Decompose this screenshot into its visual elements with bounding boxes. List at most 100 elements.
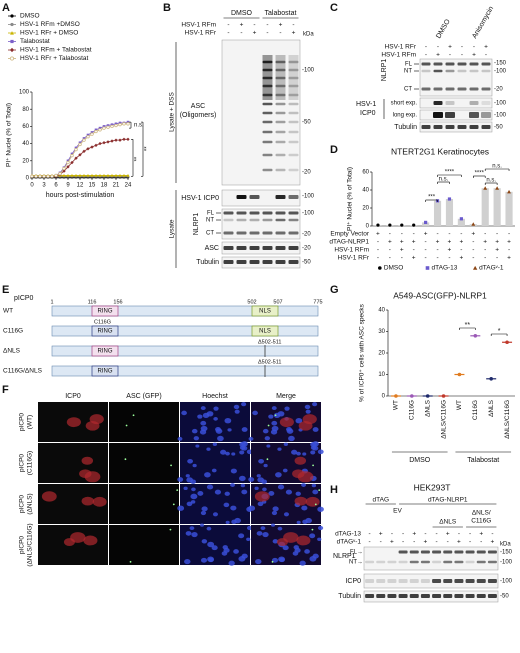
construct-label: WT (3, 308, 13, 315)
data-point (82, 173, 86, 177)
condition-mark: + (412, 239, 416, 246)
blot (221, 241, 301, 255)
data-point (66, 173, 70, 177)
nucleus (187, 458, 193, 464)
blot-band (457, 125, 467, 129)
bar-point (447, 197, 452, 201)
blot-band (432, 560, 442, 564)
blot-band (445, 125, 455, 129)
blot-band (223, 211, 234, 215)
condition-mark: - (469, 531, 471, 538)
data-point (74, 173, 78, 177)
band-label: NT (206, 218, 214, 224)
domain-label: NLS (259, 329, 271, 335)
kda-label: kDa (500, 542, 511, 548)
condition-mark: - (472, 247, 474, 254)
nls-domain (251, 325, 279, 337)
bar-point (471, 222, 476, 226)
blot-band (262, 111, 273, 115)
blot-band (262, 218, 273, 222)
kda-marker: -100 (494, 69, 507, 75)
bar (422, 222, 430, 226)
condition-mark: - (484, 247, 486, 254)
nucleus (261, 479, 268, 485)
data-point (66, 165, 70, 169)
blot-band (262, 140, 273, 144)
group-label: dTAGᵛ-1 (479, 265, 504, 272)
data-point (126, 122, 130, 126)
nucleus (282, 545, 289, 551)
condition-mark: - (389, 247, 391, 254)
condition-mark: - (436, 247, 438, 254)
x-tick-label: 0 (30, 183, 34, 189)
position-label: 116 (88, 299, 97, 305)
data-point (74, 146, 78, 150)
blot-band (262, 231, 273, 235)
condition-mark: - (402, 539, 404, 546)
blot-band (262, 211, 273, 215)
nucleus (255, 559, 262, 565)
data-point (78, 153, 82, 157)
x-tick-label: 6 (54, 183, 58, 189)
data-point (114, 122, 118, 126)
bar-point (376, 223, 380, 227)
blot-band (476, 594, 486, 598)
blot-band (457, 62, 467, 66)
condition-mark: - (485, 52, 487, 59)
data-point (489, 377, 493, 381)
bar-point (400, 223, 404, 227)
kda-marker: -150 (494, 61, 507, 67)
data-point (82, 149, 86, 154)
nucleus (238, 533, 245, 539)
icp0-signal (41, 491, 57, 502)
nucleus (283, 442, 289, 447)
group-symbol (473, 265, 478, 270)
nucleus (246, 525, 253, 531)
construct-label: ΔNLS (439, 519, 457, 526)
blot-band (275, 195, 286, 199)
nucleus (223, 502, 230, 508)
nucleus (206, 411, 214, 417)
blot-band (288, 93, 299, 97)
condition-mark: + (436, 239, 440, 246)
row-label: HSV-1 RFr (185, 30, 217, 37)
condition-mark: + (448, 247, 452, 254)
blot-band (432, 594, 442, 598)
nucleus (185, 474, 190, 478)
nucleus (186, 501, 193, 507)
x-tick-label: C116G (409, 400, 416, 420)
annotation: ** (465, 322, 471, 329)
blot-band (275, 153, 286, 157)
nucleus (291, 449, 298, 455)
blot-band (443, 579, 453, 583)
nucleus (197, 491, 204, 496)
condition-mark: + (436, 52, 440, 59)
nucleus (190, 493, 198, 500)
condition-mark: - (472, 239, 474, 246)
blot-smear (288, 55, 299, 100)
nucleus (177, 505, 185, 511)
condition-mark: - (391, 531, 393, 538)
nucleus (285, 489, 293, 495)
condition-mark: + (507, 239, 511, 246)
condition-mark: - (368, 531, 370, 538)
nucleus (238, 556, 246, 562)
nucleus (177, 436, 183, 441)
blot-band (262, 246, 273, 250)
condition-mark: - (435, 531, 437, 538)
blot-label: ASC (205, 245, 219, 252)
construct-label: EV (393, 508, 402, 515)
nucleus (225, 520, 230, 524)
nucleus (266, 444, 271, 448)
blot-band (465, 594, 475, 598)
blot-band (487, 579, 497, 583)
icp0-signal (92, 496, 107, 507)
icp0-signal (70, 532, 86, 543)
blot-band (481, 125, 491, 129)
nucleus (190, 500, 196, 504)
condition-mark: - (448, 255, 450, 262)
bar-point (388, 223, 392, 227)
blot (419, 121, 493, 133)
row-label: pICP0 (19, 413, 26, 431)
blot-band (421, 125, 431, 129)
